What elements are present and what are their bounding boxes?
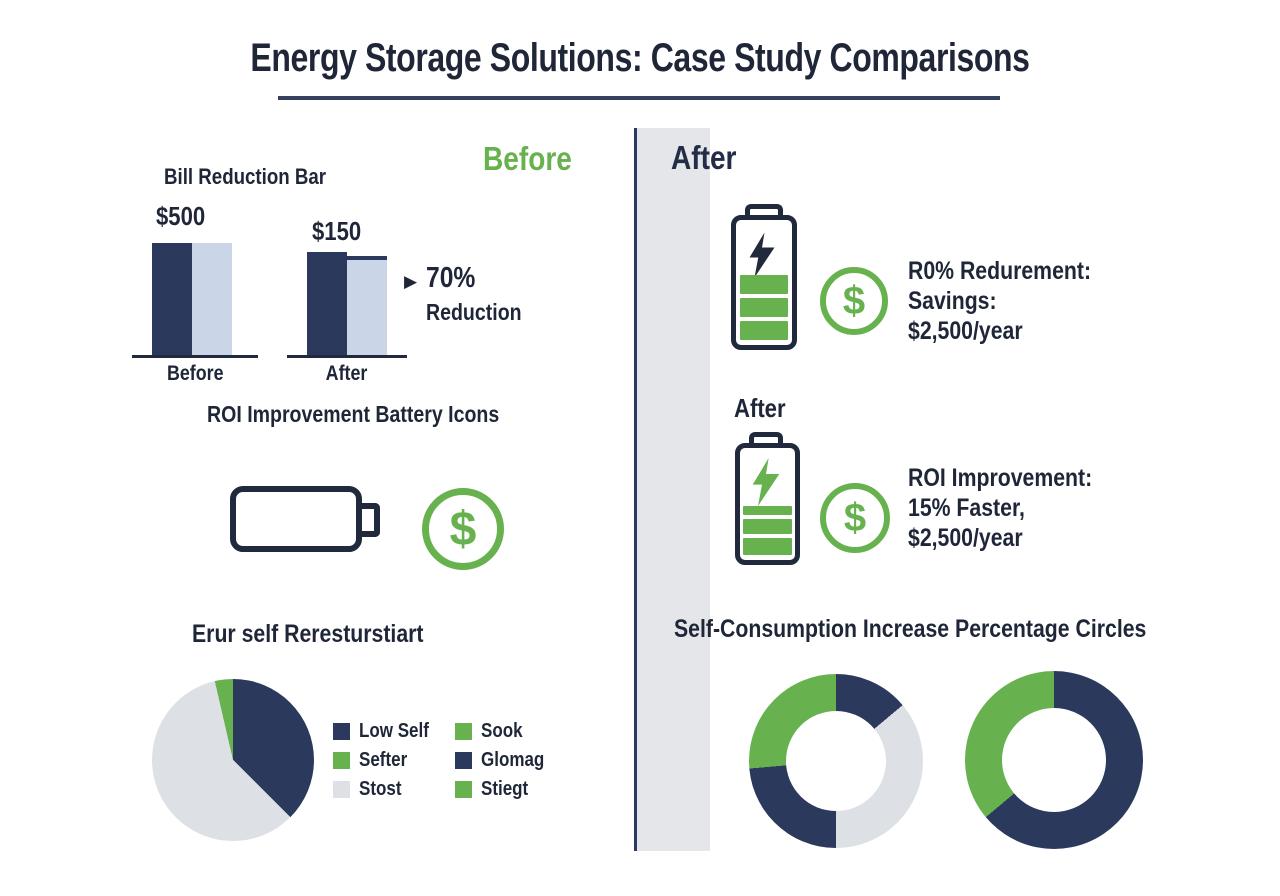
- legend-label: Sefter: [359, 749, 408, 771]
- legend-item: Low Self: [333, 717, 455, 746]
- legend-item: Sook: [455, 717, 555, 746]
- bar-before-dark: [152, 243, 192, 355]
- legend-item: Stost: [333, 775, 455, 804]
- legend-swatch: [333, 723, 350, 740]
- legend-swatch: [333, 781, 350, 798]
- donut-hole: [1002, 708, 1106, 812]
- arrow-right-icon: ▶: [404, 272, 418, 291]
- donut-chart-right: [965, 671, 1143, 849]
- battery-charge-bar: [740, 298, 788, 317]
- legend-item: Stiegt: [455, 775, 555, 804]
- battery-charge-bar: [740, 321, 788, 340]
- divider-line: [634, 128, 637, 851]
- bar-before-light: [192, 243, 232, 355]
- legend-label: Glomag: [481, 749, 545, 771]
- bar-label-after: After: [326, 362, 368, 385]
- legend-label: Stost: [359, 778, 402, 800]
- legend-label: Stiegt: [481, 778, 529, 800]
- lightning-bolt-icon: [752, 458, 780, 506]
- legend-swatch: [455, 781, 472, 798]
- battery-charge-bar: [743, 519, 792, 534]
- battery-charge-bar: [740, 275, 788, 294]
- legend-swatch: [333, 752, 350, 769]
- charged-battery-icon: [731, 215, 797, 350]
- lightning-bolt-icon: [749, 232, 775, 278]
- legend-swatch: [455, 723, 472, 740]
- page-title: Energy Storage Solutions: Case Study Com…: [0, 36, 1280, 81]
- legend-label: Low Self: [359, 720, 429, 742]
- dollar-circle-icon: $: [820, 483, 890, 553]
- pie-section-title: Erur self Reresturstiart: [192, 620, 424, 648]
- legend-item: Sefter: [333, 746, 455, 775]
- bar-label-before: Before: [166, 362, 224, 385]
- page-title-text: Energy Storage Solutions: Case Study Com…: [250, 36, 1030, 80]
- bar-after-dark: [307, 252, 347, 355]
- after-column-heading: After: [671, 139, 737, 176]
- after-subheading: After: [734, 393, 786, 423]
- battery-section-title: ROI Improvement Battery Icons: [207, 401, 500, 427]
- before-column-heading: Before: [483, 140, 572, 177]
- roi-text: ROI Improvement: 15% Faster, $2,500/year: [908, 464, 1093, 552]
- pie-chart: [152, 679, 314, 841]
- legend-item: Glomag: [455, 746, 555, 775]
- bar-value-before: $500: [156, 201, 206, 231]
- savings-text: R0% Redurement: Savings: $2,500/year: [908, 257, 1092, 345]
- legend-label: Sook: [481, 720, 523, 742]
- donut-section-title: Self-Consumption Increase Percentage Cir…: [674, 615, 1147, 643]
- donut-chart-left: [749, 674, 923, 848]
- dollar-circle-icon: $: [422, 488, 504, 570]
- pie-legend: Low Self Sook Sefter Glomag Stost Stiegt: [333, 717, 555, 804]
- bar-baseline-after: [287, 355, 407, 358]
- bar-baseline-before: [132, 355, 258, 358]
- charged-battery-icon: [735, 443, 800, 565]
- divider-band: [637, 128, 710, 851]
- title-underline: [278, 96, 1000, 100]
- legend-swatch: [455, 752, 472, 769]
- battery-charge-bar: [743, 538, 792, 555]
- bar-after-light: [347, 256, 387, 355]
- battery-charge-bar: [743, 506, 792, 515]
- battery-terminal-icon: [360, 503, 380, 537]
- bar-chart-title: Bill Reduction Bar: [164, 164, 327, 189]
- empty-battery-icon: [230, 486, 362, 552]
- reduction-word: Reduction: [426, 299, 522, 325]
- dollar-circle-icon: $: [820, 267, 888, 335]
- donut-hole: [786, 711, 886, 811]
- reduction-percent: 70%: [426, 262, 476, 294]
- bar-value-after: $150: [312, 216, 362, 246]
